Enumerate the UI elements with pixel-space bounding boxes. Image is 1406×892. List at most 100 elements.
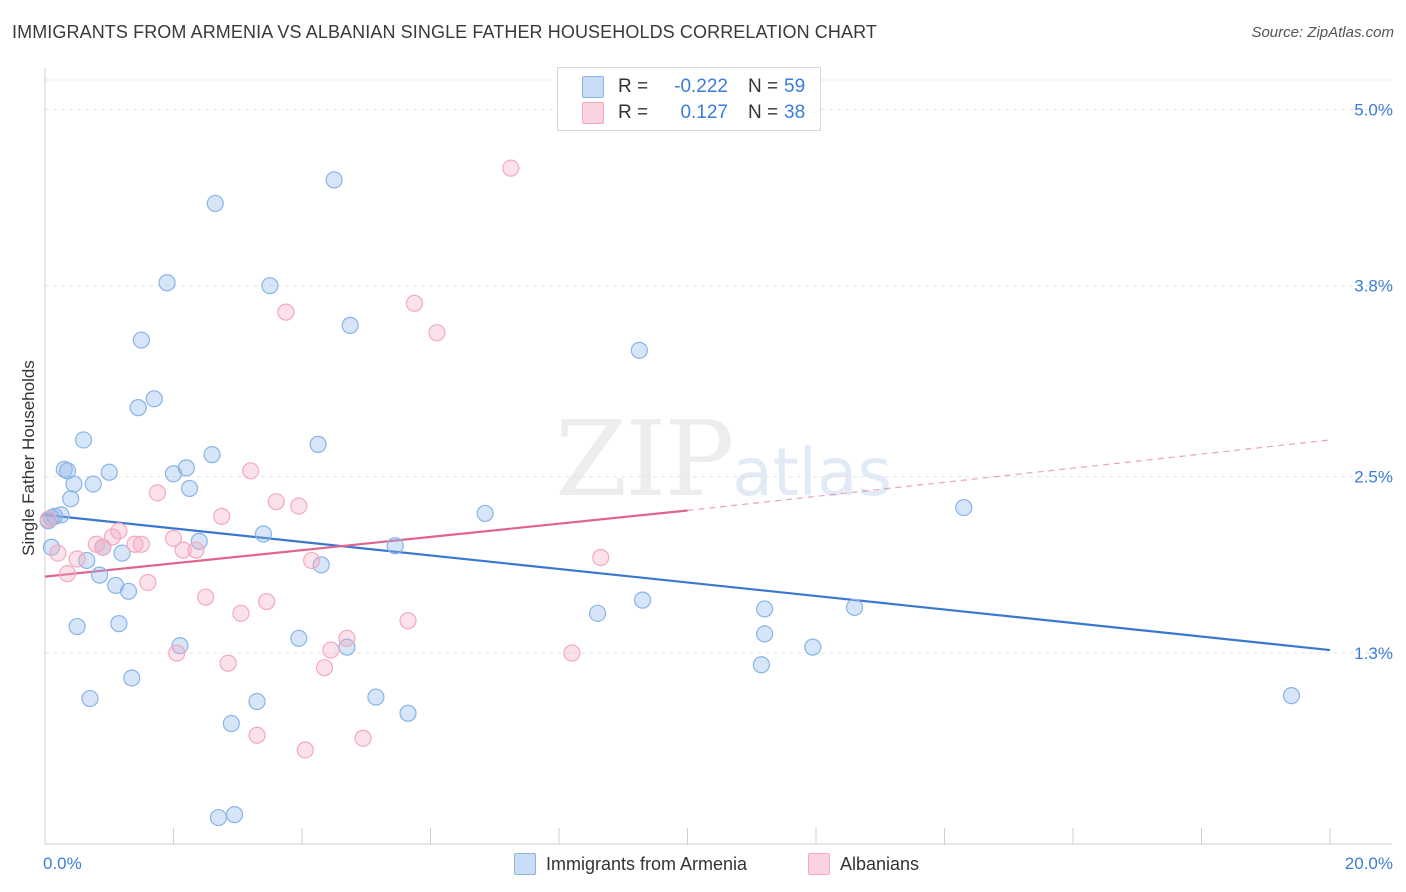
- albanians-point: [103, 528, 122, 546]
- armenia-point: [129, 399, 147, 417]
- albanians-point: [164, 529, 183, 548]
- armenia-point: [955, 498, 973, 517]
- watermark: ZIPatlas: [555, 398, 892, 520]
- legend-n-value: 38: [784, 102, 806, 123]
- bottom-legend-label-armenia: Immigrants from Armenia: [546, 853, 748, 874]
- albanians-point: [126, 535, 144, 553]
- albanians-point: [258, 592, 276, 611]
- albanians-point: [168, 644, 186, 662]
- x-tick-label-min: 0.0%: [43, 854, 82, 873]
- albanians-point: [213, 507, 231, 525]
- armenia-point: [91, 566, 109, 584]
- armenia-point: [225, 806, 244, 824]
- armenia-point: [476, 504, 494, 523]
- albanians-point: [148, 484, 167, 502]
- armenia-point: [119, 582, 138, 600]
- bottom-legend-label-albanians: Albanians: [840, 853, 920, 874]
- bottom-legend-armenia: Immigrants from Armenia: [514, 852, 747, 876]
- watermark-main: ZIP: [555, 398, 734, 520]
- armenia-point: [633, 591, 652, 609]
- armenia-point: [325, 171, 343, 189]
- armenia-point: [62, 490, 80, 508]
- armenia-point: [845, 598, 864, 617]
- legend-r-label: R =: [618, 102, 649, 123]
- armenia-point: [341, 316, 359, 334]
- armenia-point: [312, 556, 330, 574]
- y-tick-label: 5.0%: [1354, 100, 1393, 119]
- albanians-point: [296, 741, 314, 759]
- armenia-point: [755, 625, 774, 643]
- armenia-point: [65, 475, 83, 493]
- armenia-point: [68, 617, 86, 636]
- albanians-point: [315, 659, 334, 677]
- armenia-point: [42, 538, 61, 556]
- albanians-point: [110, 522, 128, 540]
- albanians-point: [322, 641, 340, 659]
- y-tick-label: 2.5%: [1354, 468, 1393, 487]
- armenia-point: [113, 544, 131, 562]
- albanians-point: [174, 541, 192, 559]
- chart-source: Source: ZipAtlas.com: [1251, 24, 1394, 41]
- armenia-point: [367, 688, 385, 706]
- albanians-point: [338, 629, 356, 647]
- albanians-point: [399, 612, 417, 630]
- albanians-point: [219, 654, 237, 672]
- albanians-point: [405, 294, 424, 312]
- armenia-point: [254, 525, 273, 543]
- armenia-trend-line: [44, 513, 1331, 652]
- albanians-point: [290, 497, 308, 515]
- legend-n-value: 59: [784, 76, 806, 97]
- albanians-point: [49, 544, 67, 562]
- legend-row-albanians: R = 0.127 N = 38: [582, 100, 805, 126]
- legend-swatch-albanians: [582, 102, 604, 124]
- armenia-point: [145, 390, 163, 408]
- albanians-point: [242, 462, 260, 480]
- legend-row-armenia: R = -0.222 N = 59: [582, 74, 805, 100]
- armenia-point: [209, 808, 228, 827]
- armenia-point: [52, 506, 70, 524]
- armenia-point: [84, 475, 102, 493]
- armenia-point: [123, 669, 141, 687]
- albanians-point: [563, 644, 581, 662]
- albanians-point: [277, 303, 295, 321]
- armenia-point: [1282, 687, 1301, 705]
- armenia-point: [755, 600, 774, 618]
- armenia-point: [203, 446, 221, 464]
- armenia-point: [588, 604, 607, 622]
- albanians-point: [592, 548, 610, 567]
- x-tick-label-max: 20.0%: [1345, 854, 1393, 873]
- legend-r-label: R =: [618, 76, 649, 97]
- y-tick-label: 1.3%: [1354, 644, 1393, 663]
- albanians-point: [502, 159, 520, 177]
- armenia-point: [752, 656, 770, 674]
- albanians-trend-line: [44, 509, 688, 578]
- albanians-point: [39, 510, 57, 528]
- albanians-point: [197, 588, 215, 606]
- armenia-point: [177, 459, 195, 477]
- albanians-point: [267, 493, 285, 511]
- armenia-point: [190, 532, 208, 550]
- albanians-point: [354, 729, 372, 747]
- watermark-sub: atlas: [732, 434, 892, 511]
- armenia-point: [804, 638, 822, 656]
- armenia-point: [222, 714, 240, 733]
- armenia-point: [81, 689, 99, 708]
- albanians-point: [232, 604, 250, 622]
- correlation-legend: R = -0.222 N = 59 R = 0.127 N = 38: [557, 67, 821, 131]
- armenia-point: [100, 463, 118, 481]
- albanians-point: [248, 726, 266, 744]
- axes: [44, 68, 1392, 845]
- armenia-point: [248, 692, 266, 711]
- tick-labels: 1.3% 2.5% 3.8% 5.0% 0.0% 20.0%: [43, 100, 1393, 873]
- armenia-point: [290, 629, 308, 647]
- armenia-point: [158, 274, 176, 292]
- albanians-trend-extension: [687, 439, 1331, 512]
- armenia-point: [630, 341, 648, 359]
- legend-n-label: N =: [748, 76, 779, 97]
- armenia-point: [110, 615, 128, 633]
- legend-r-value: -0.222: [674, 76, 728, 97]
- chart-title: IMMIGRANTS FROM ARMENIA VS ALBANIAN SING…: [12, 22, 877, 42]
- armenia-point: [132, 331, 150, 349]
- y-tick-label: 3.8%: [1354, 277, 1393, 296]
